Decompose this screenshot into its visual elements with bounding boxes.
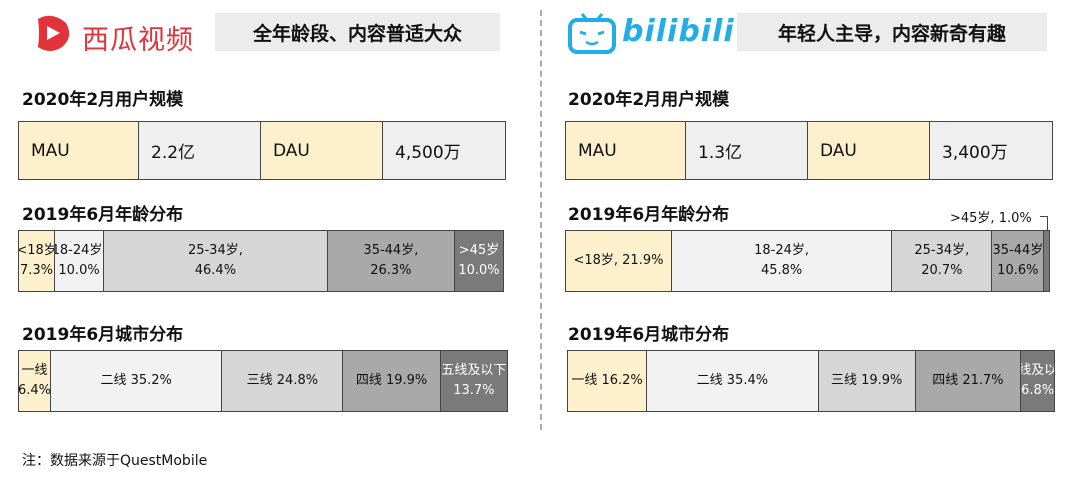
left-city-segment: 一线 6.4% [19,351,51,411]
left-age-segment: 35-44岁, 26.3% [327,231,455,291]
right-age-segment-value: 20.7% [921,263,963,278]
left-age-segment-value: 10.0% [58,263,100,278]
left-user-stats: MAU 2.2亿 DAU 4,500万 [18,121,506,180]
xigua-brand-name: 西瓜视频 [82,25,194,56]
left-city-segment: 三线 24.8% [222,351,344,411]
left-city-segment-value: 13.7% [453,383,495,398]
left-age-segment: 18-24岁, 10.0% [55,231,105,291]
right-user-title: 2020年2月用户规模 [568,90,730,110]
left-age-segment-label: 18-24岁, [55,243,105,258]
right-age-segment-label: 18-24岁, [754,243,810,258]
right-city-segment: 二线 35.4% [647,351,819,411]
left-age-segment: <18岁 7.3% [19,231,56,291]
left-age-segment-value: 7.3% [20,263,54,278]
left-age-segment: 25-34岁, 46.4% [104,231,328,291]
right-age-segment-value: 45.8% [760,263,803,278]
left-city-segment-value: 6.4% [19,383,51,398]
mau-label: MAU [566,122,686,179]
right-city-segment-label: 二线 35.4% [696,373,769,388]
right-city-segment: 五线及以下 6.8% [1021,351,1054,411]
right-city-segment-label: 三线 19.9% [830,373,903,388]
left-age-segment-value: 46.4% [194,263,237,278]
source-note: 注：数据来源于QuestMobile [22,453,208,469]
left-city-segment-label: 一线 [21,363,48,378]
right-age-segment-label: 35-44岁 [992,243,1044,258]
left-city-bar: 一线 6.4% 二线 35.2% 三线 24.8% 四线 19.9% 五线及以下 13.7% [18,350,508,412]
section-divider [540,10,542,430]
left-age-segment-label: 25-34岁, [187,243,243,258]
dau-value: 4,500万 [383,122,505,179]
left-tagline: 全年龄段、内容普适大众 [215,13,500,51]
right-age-title: 2019年6月年龄分布 [568,205,730,225]
dau-label: DAU [261,122,383,179]
right-age-segment-value: 10.6% [997,263,1039,278]
dau-label: DAU [808,122,930,179]
right-user-stats: MAU 1.3亿 DAU 3,400万 [565,121,1053,180]
right-age-segment-label: 25-34岁, [914,243,970,258]
right-tagline: 年轻人主导，内容新奇有趣 [737,13,1047,51]
right-city-segment-label: 一线 16.2% [571,373,643,388]
right-city-title: 2019年6月城市分布 [568,325,730,345]
mau-label: MAU [19,122,139,179]
right-city-segment: 四线 21.7% [915,351,1022,411]
right-age-bar: <18岁, 21.9% 18-24岁, 45.8% 25-34岁, 20.7% 35-44… [565,230,1050,292]
right-age-segment [1044,231,1049,291]
mau-value: 1.3亿 [686,122,808,179]
right-age-segment-label: <18岁, 21.9% [573,253,664,268]
left-city-segment-label: 四线 19.9% [355,373,428,388]
left-city-title: 2019年6月城市分布 [22,325,184,345]
left-age-segment-value: 26.3% [370,263,412,278]
left-user-title: 2020年2月用户规模 [22,90,184,110]
right-city-segment-label: 四线 21.7% [932,373,1004,388]
xigua-logo-icon [30,13,74,53]
left-age-title: 2019年6月年龄分布 [22,205,184,225]
left-age-bar: <18岁 7.3%18-24岁, 10.0% 25-34岁, 46.4% 35-44岁, 2… [18,230,504,292]
right-age-segment: <18岁, 21.9% [566,231,672,291]
left-age-segment-label: 35-44岁, [363,243,419,258]
right-age-segment: 25-34岁, 20.7% [892,231,993,291]
left-age-segment-label: >45岁 [458,243,500,258]
right-city-bar: 一线 16.2% 二线 35.4% 三线 19.9% 四线 21.7% 五线及以下 6.8… [567,350,1055,412]
right-city-segment: 三线 19.9% [818,351,916,411]
right-city-segment-value: 6.8% [1021,383,1054,398]
callout-leader [1040,216,1048,231]
left-city-segment: 二线 35.2% [50,351,223,411]
right-age-segment: 18-24岁, 45.8% [671,231,893,291]
left-city-segment: 五线及以下 13.7% [440,351,507,411]
bilibili-tv-icon [568,12,616,54]
dau-value: 3,400万 [930,122,1052,179]
left-city-segment-label: 三线 24.8% [246,373,319,388]
right-city-segment-label: 五线及以下 [1021,363,1054,378]
bilibili-brand-name: bilibili [622,14,735,49]
right-city-segment: 一线 16.2% [568,351,648,411]
left-city-segment: 四线 19.9% [343,351,441,411]
right-age-segment: 35-44岁 10.6% [992,231,1045,291]
mau-value: 2.2亿 [139,122,261,179]
left-age-segment-label: <18岁 [19,243,56,258]
left-age-segment-value: 10.0% [458,263,500,278]
left-city-segment-label: 二线 35.2% [100,373,172,388]
left-age-segment: >45岁 10.0% [455,231,503,291]
right-age-callout: >45岁, 1.0% [950,211,1032,226]
left-city-segment-label: 五线及以下 [441,363,507,378]
